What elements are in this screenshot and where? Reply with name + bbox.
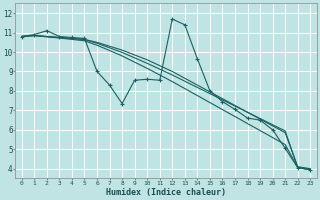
- X-axis label: Humidex (Indice chaleur): Humidex (Indice chaleur): [106, 188, 226, 197]
